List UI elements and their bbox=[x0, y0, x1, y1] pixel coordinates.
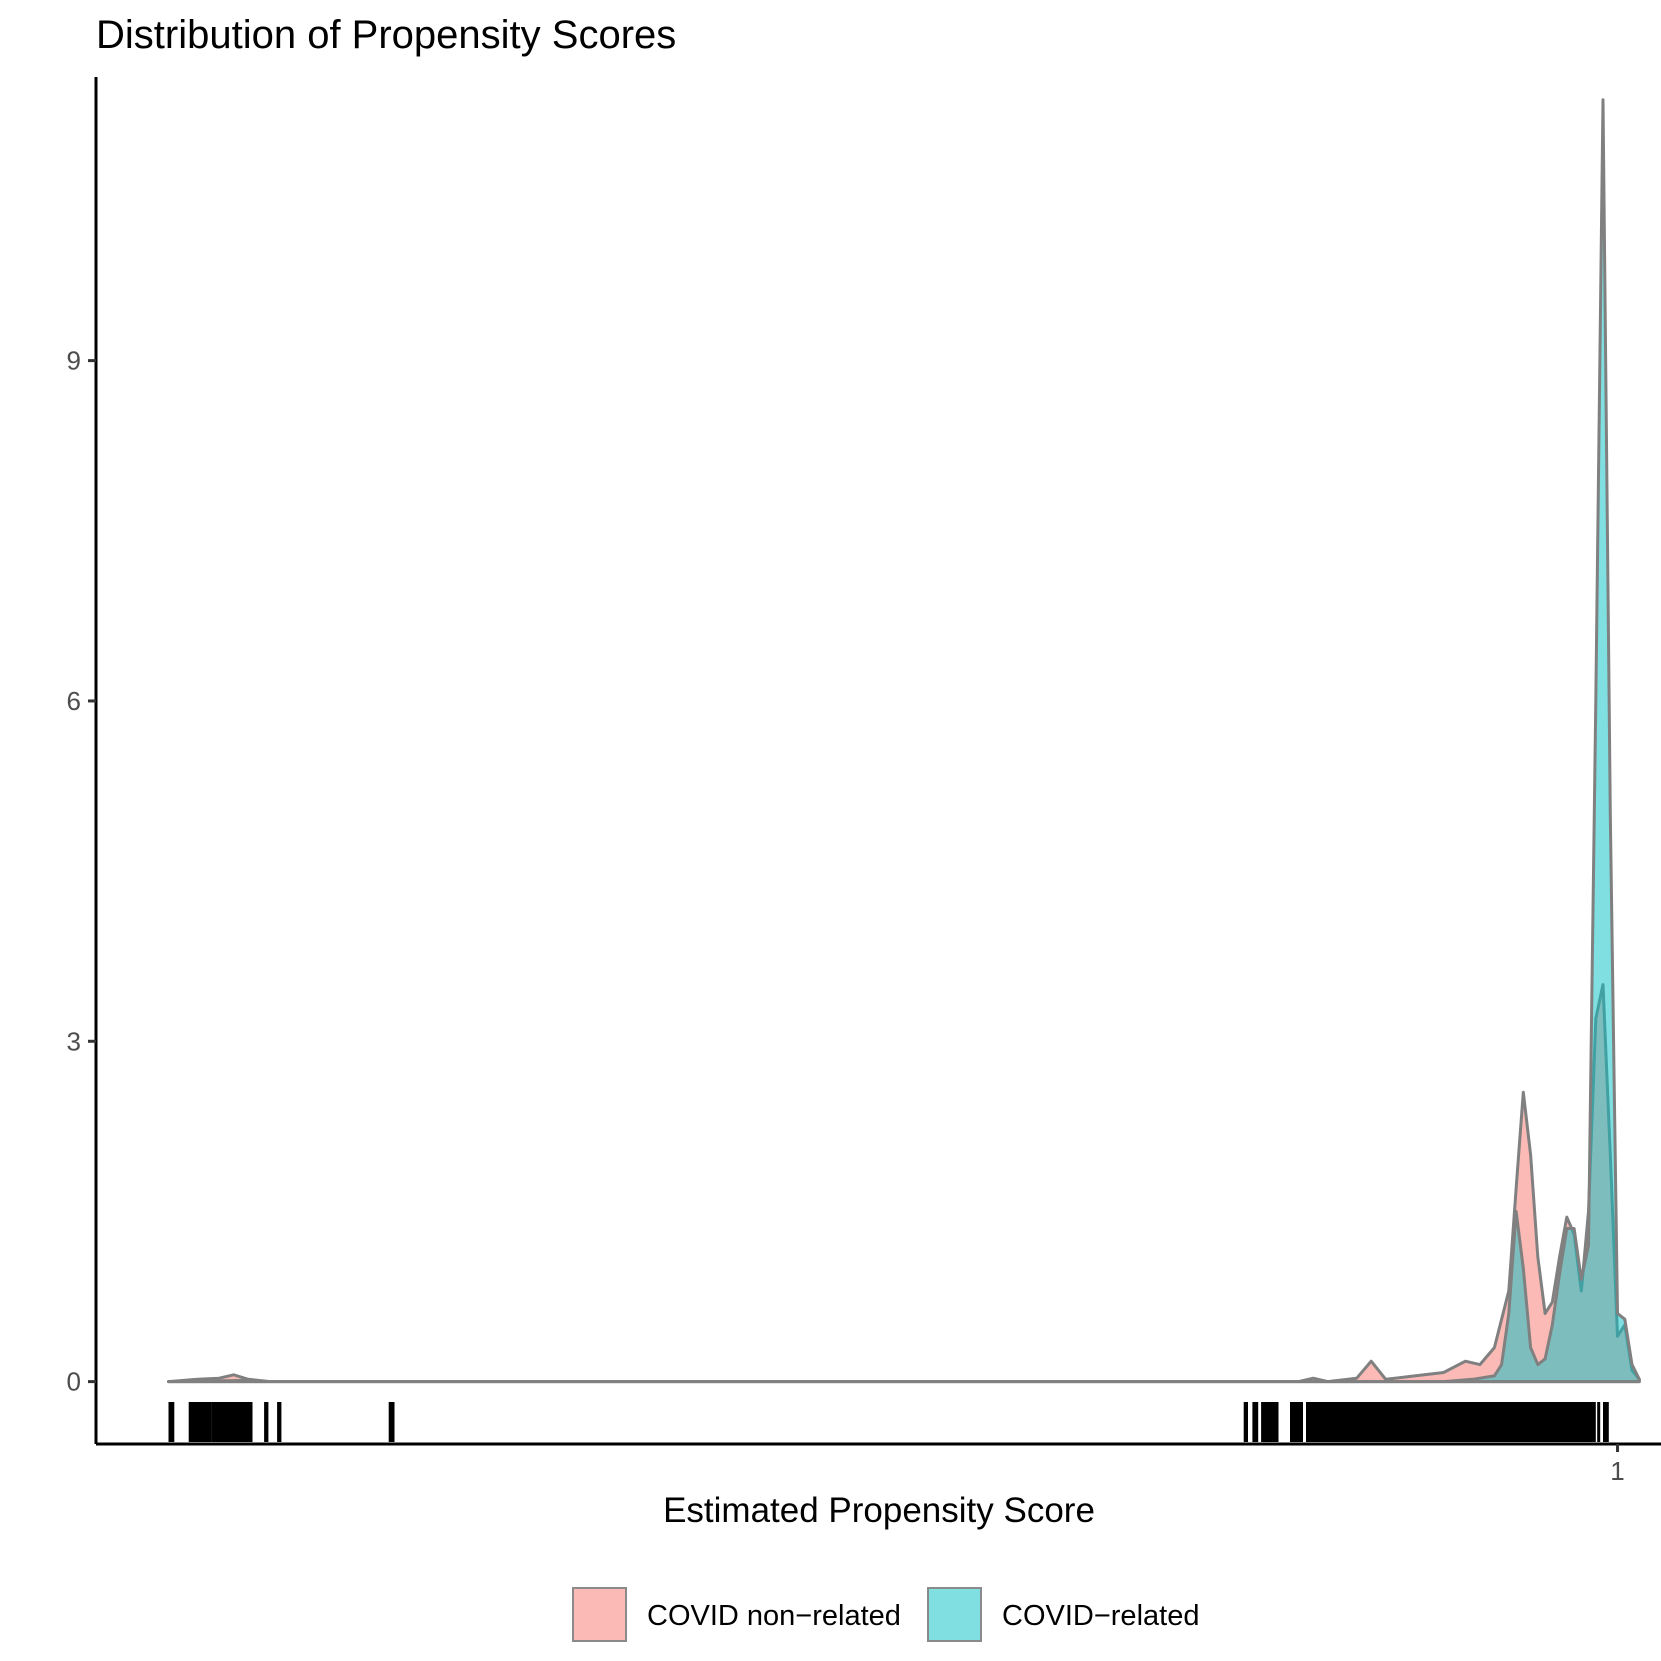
x-axis-title: Estimated Propensity Score bbox=[663, 1491, 1095, 1530]
legend-key-covid-non-related bbox=[572, 1587, 627, 1642]
rug-mark bbox=[1597, 1402, 1601, 1442]
density-area-covid-non-related bbox=[167, 983, 1641, 1384]
rug-mark bbox=[277, 1402, 282, 1442]
chart-title: Distribution of Propensity Scores bbox=[96, 13, 676, 57]
density-series-layer bbox=[167, 98, 1641, 1384]
rug-mark bbox=[188, 1402, 212, 1442]
y-tick-label: 6 bbox=[67, 686, 81, 716]
rug-mark bbox=[168, 1402, 175, 1442]
rug-mark bbox=[1243, 1402, 1248, 1442]
x-axis-ticks: 1 bbox=[1610, 1444, 1625, 1486]
y-axis-ticks: 0 3 6 9 bbox=[67, 346, 96, 1397]
legend-key-covid-related bbox=[927, 1587, 982, 1642]
y-tick-label: 9 bbox=[67, 346, 81, 376]
legend-label-covid-non-related: COVID non−related bbox=[647, 1600, 901, 1632]
rug-mark bbox=[264, 1402, 269, 1442]
density-area-covid-related bbox=[167, 98, 1641, 1384]
rug-mark bbox=[1290, 1402, 1303, 1442]
y-tick-label: 0 bbox=[67, 1367, 81, 1397]
rug-mark bbox=[388, 1402, 395, 1442]
rug-mark bbox=[1261, 1402, 1279, 1442]
legend-label-covid-related: COVID−related bbox=[1002, 1600, 1199, 1632]
rug-mark bbox=[1306, 1402, 1596, 1442]
rug-layer bbox=[168, 1402, 1609, 1442]
x-tick-label: 1 bbox=[1610, 1456, 1624, 1486]
y-tick-label: 3 bbox=[67, 1026, 81, 1056]
rug-mark bbox=[1603, 1402, 1609, 1442]
rug-mark bbox=[1252, 1402, 1259, 1442]
legend: COVID non−related COVID−related bbox=[572, 1587, 1199, 1642]
rug-mark bbox=[211, 1402, 253, 1442]
